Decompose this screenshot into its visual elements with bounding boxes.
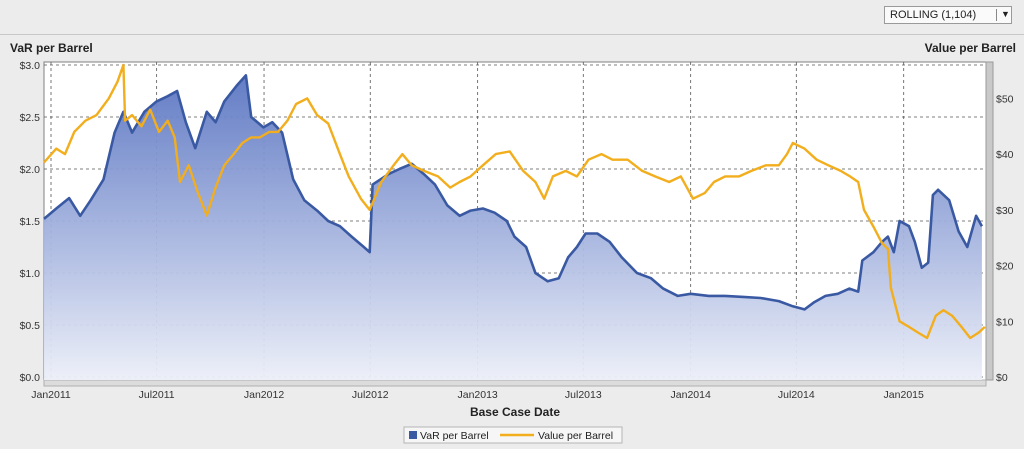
y-left-tick-label: $0.0 <box>20 372 41 384</box>
y-left-tick-label: $1.0 <box>20 268 41 280</box>
right-scrollbar[interactable] <box>985 61 994 381</box>
x-axis-label: Base Case Date <box>470 405 560 419</box>
x-tick-label: Jul2011 <box>139 389 175 401</box>
legend: VaR per Barrel Value per Barrel <box>403 426 623 444</box>
y-axis-right-label: Value per Barrel <box>925 41 1016 55</box>
rolling-window-value: ROLLING (1,104) <box>890 9 977 21</box>
x-tick-label: Jul2013 <box>565 389 602 401</box>
x-tick-label: Jan2013 <box>457 389 497 401</box>
y-right-tick-label: $30 <box>996 205 1014 217</box>
series-var-line <box>43 74 984 311</box>
series-var-area <box>44 75 982 381</box>
y-left-tick-label: $2.0 <box>20 164 41 176</box>
x-tick-label: Jan2014 <box>671 389 711 401</box>
y-right-tick-label: $40 <box>996 149 1014 161</box>
legend-value-label: Value per Barrel <box>538 430 613 442</box>
bottom-scrollbar[interactable] <box>43 379 987 387</box>
x-tick-label: Jul2012 <box>352 389 389 401</box>
y-axis-left-label: VaR per Barrel <box>10 41 93 55</box>
x-tick-label: Jan2012 <box>244 389 284 401</box>
y-right-tick-label: $0 <box>996 372 1008 384</box>
y-right-tick-label: $50 <box>996 93 1014 105</box>
y-left-tick-label: $2.5 <box>20 112 41 124</box>
x-tick-label: Jul2014 <box>778 389 815 401</box>
y-left-tick-label: $1.5 <box>20 216 41 228</box>
x-tick-label: Jan2015 <box>884 389 924 401</box>
dropdown-separator <box>996 9 997 21</box>
toolbar: ROLLING (1,104) ▼ <box>0 0 1024 35</box>
y-right-tick-label: $20 <box>996 261 1014 273</box>
legend-var-label: VaR per Barrel <box>420 430 489 442</box>
legend-var-swatch <box>409 431 417 439</box>
y-left-tick-label: $3.0 <box>20 60 41 72</box>
series-value-line <box>43 63 986 340</box>
chevron-down-icon[interactable]: ▼ <box>1001 9 1010 19</box>
x-tick-label: Jan2011 <box>31 389 71 401</box>
rolling-window-select[interactable]: ROLLING (1,104) ▼ <box>884 6 1012 24</box>
y-right-tick-label: $10 <box>996 316 1014 328</box>
y-left-tick-label: $0.5 <box>20 320 41 332</box>
